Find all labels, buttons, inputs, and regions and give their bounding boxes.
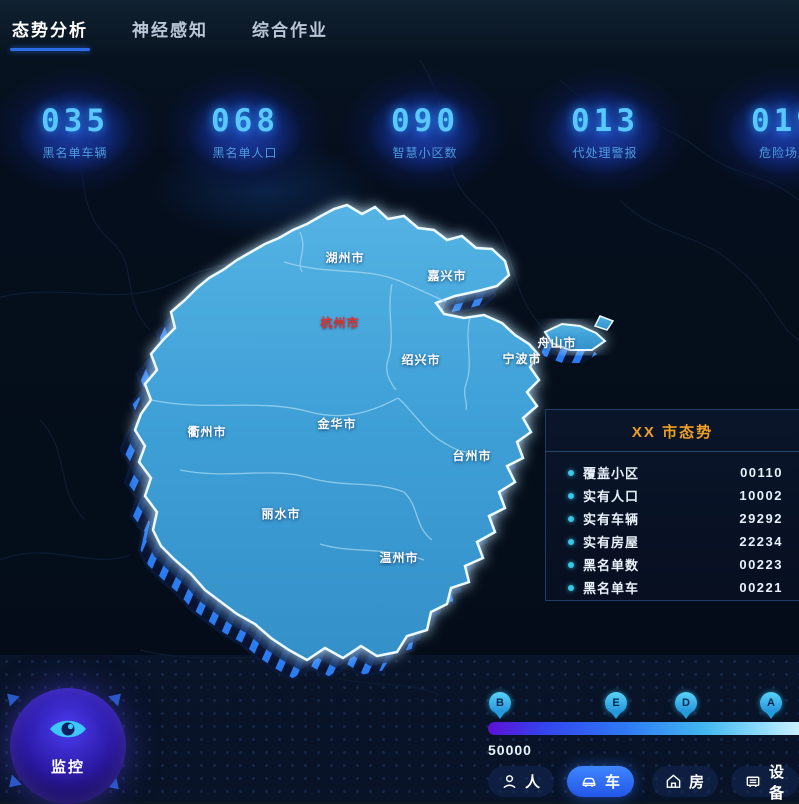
stat-value: 019 bbox=[751, 103, 799, 139]
row-label: 实有人口 bbox=[583, 489, 640, 504]
bullet-icon bbox=[568, 538, 574, 545]
bullet-icon bbox=[568, 515, 574, 522]
person-icon bbox=[501, 773, 518, 790]
bullet-icon bbox=[568, 492, 574, 499]
panel-row-blacklist-count: 黑名单数 00223 bbox=[568, 554, 783, 575]
map-city-shaoxing[interactable]: 绍兴市 bbox=[401, 353, 441, 367]
eye-icon bbox=[47, 715, 89, 748]
panel-row-blacklist-vehicles: 黑名单车 00221 bbox=[568, 577, 783, 598]
map-city-taizhou[interactable]: 台州市 bbox=[452, 449, 492, 463]
layer-button-people[interactable]: 人 bbox=[488, 766, 555, 797]
map-city-lishui[interactable]: 丽水市 bbox=[261, 507, 301, 521]
panel-row-actual-population: 实有人口 10002 bbox=[568, 485, 783, 506]
bullet-icon bbox=[568, 561, 574, 568]
map-city-hangzhou[interactable]: 杭州市 bbox=[320, 316, 360, 330]
tab-integrated-operations[interactable]: 综合作业 bbox=[252, 20, 328, 40]
car-icon bbox=[580, 773, 598, 790]
house-icon bbox=[665, 773, 682, 790]
tab-neural-perception[interactable]: 神经感知 bbox=[132, 20, 208, 40]
top-nav: 态势分析 神经感知 综合作业 bbox=[0, 0, 799, 56]
monitor-button[interactable]: 监控 bbox=[10, 688, 126, 804]
row-label: 黑名单车 bbox=[583, 581, 640, 596]
stat-value: 068 bbox=[211, 103, 279, 139]
range-slider[interactable] bbox=[488, 722, 799, 735]
stat-pending-alarms: 013 代处理警报 bbox=[520, 68, 690, 196]
stat-label: 黑名单车辆 bbox=[42, 146, 108, 160]
layer-button-housing[interactable]: 房 bbox=[652, 766, 719, 797]
stat-value: 090 bbox=[391, 103, 459, 139]
row-label: 实有房屋 bbox=[583, 535, 640, 550]
slider-value: 50000 bbox=[488, 742, 532, 758]
bullet-icon bbox=[568, 584, 574, 591]
map-city-huzhou[interactable]: 湖州市 bbox=[325, 251, 365, 265]
stat-label: 代处理警报 bbox=[572, 146, 638, 160]
panel-row-actual-houses: 实有房屋 22234 bbox=[568, 531, 783, 552]
stat-label: 智慧小区数 bbox=[392, 146, 458, 160]
map-city-zhoushan[interactable]: 舟山市 bbox=[537, 336, 577, 350]
stat-value: 013 bbox=[571, 103, 639, 139]
layer-button-vehicles[interactable]: 车 bbox=[567, 766, 635, 797]
layer-button-devices[interactable]: 设备 bbox=[731, 764, 799, 802]
slider-marker-b[interactable]: B bbox=[489, 692, 511, 719]
map-city-quzhou[interactable]: 衢州市 bbox=[187, 425, 227, 439]
stat-label: 危险场所 bbox=[758, 146, 799, 160]
layer-button-label: 人 bbox=[525, 774, 542, 791]
monitor-label: 监控 bbox=[50, 759, 85, 776]
panel-rows: 覆盖小区 00110 实有人口 10002 实有车辆 29292 实有房屋 22… bbox=[546, 452, 799, 598]
map-city-jinhua[interactable]: 金华市 bbox=[317, 417, 357, 431]
panel-title: XX 市态势 bbox=[546, 410, 799, 452]
layer-button-label: 车 bbox=[605, 774, 622, 791]
tab-situation-analysis[interactable]: 态势分析 bbox=[10, 10, 90, 51]
row-label: 黑名单数 bbox=[583, 558, 640, 573]
row-value: 29292 bbox=[739, 511, 783, 526]
row-value: 00221 bbox=[739, 580, 783, 595]
row-value: 22234 bbox=[739, 534, 783, 549]
stat-blacklist-population: 068 黑名单人口 bbox=[160, 68, 330, 196]
map-city-jiaxing[interactable]: 嘉兴市 bbox=[427, 269, 467, 283]
map-city-ningbo[interactable]: 宁波市 bbox=[502, 352, 542, 366]
layer-button-label: 设备 bbox=[769, 763, 786, 802]
row-value: 10002 bbox=[739, 488, 783, 503]
slider-marker-e[interactable]: E bbox=[605, 692, 627, 719]
slider-marker-a[interactable]: A bbox=[760, 692, 782, 719]
panel-row-covered-communities: 覆盖小区 00110 bbox=[568, 462, 783, 483]
row-label: 实有车辆 bbox=[583, 512, 640, 527]
layer-button-label: 房 bbox=[689, 774, 706, 791]
stat-value: 035 bbox=[41, 103, 109, 139]
stat-smart-communities: 090 智慧小区数 bbox=[340, 68, 510, 196]
map-city-wenzhou[interactable]: 温州市 bbox=[379, 551, 419, 565]
stat-blacklist-vehicles: 035 黑名单车辆 bbox=[0, 68, 160, 196]
row-label: 覆盖小区 bbox=[583, 466, 640, 481]
bullet-icon bbox=[568, 469, 574, 476]
stat-danger-places: 019 危险场所 bbox=[700, 68, 799, 196]
device-icon bbox=[744, 773, 762, 790]
map-islet bbox=[594, 315, 614, 331]
city-situation-panel: XX 市态势 覆盖小区 00110 实有人口 10002 实有车辆 29292 … bbox=[545, 409, 799, 601]
stat-label: 黑名单人口 bbox=[212, 146, 278, 160]
map-city-borders bbox=[150, 231, 471, 561]
slider-marker-d[interactable]: D bbox=[675, 692, 697, 719]
row-value: 00223 bbox=[739, 557, 783, 572]
panel-row-actual-vehicles: 实有车辆 29292 bbox=[568, 508, 783, 529]
row-value: 00110 bbox=[740, 465, 783, 480]
